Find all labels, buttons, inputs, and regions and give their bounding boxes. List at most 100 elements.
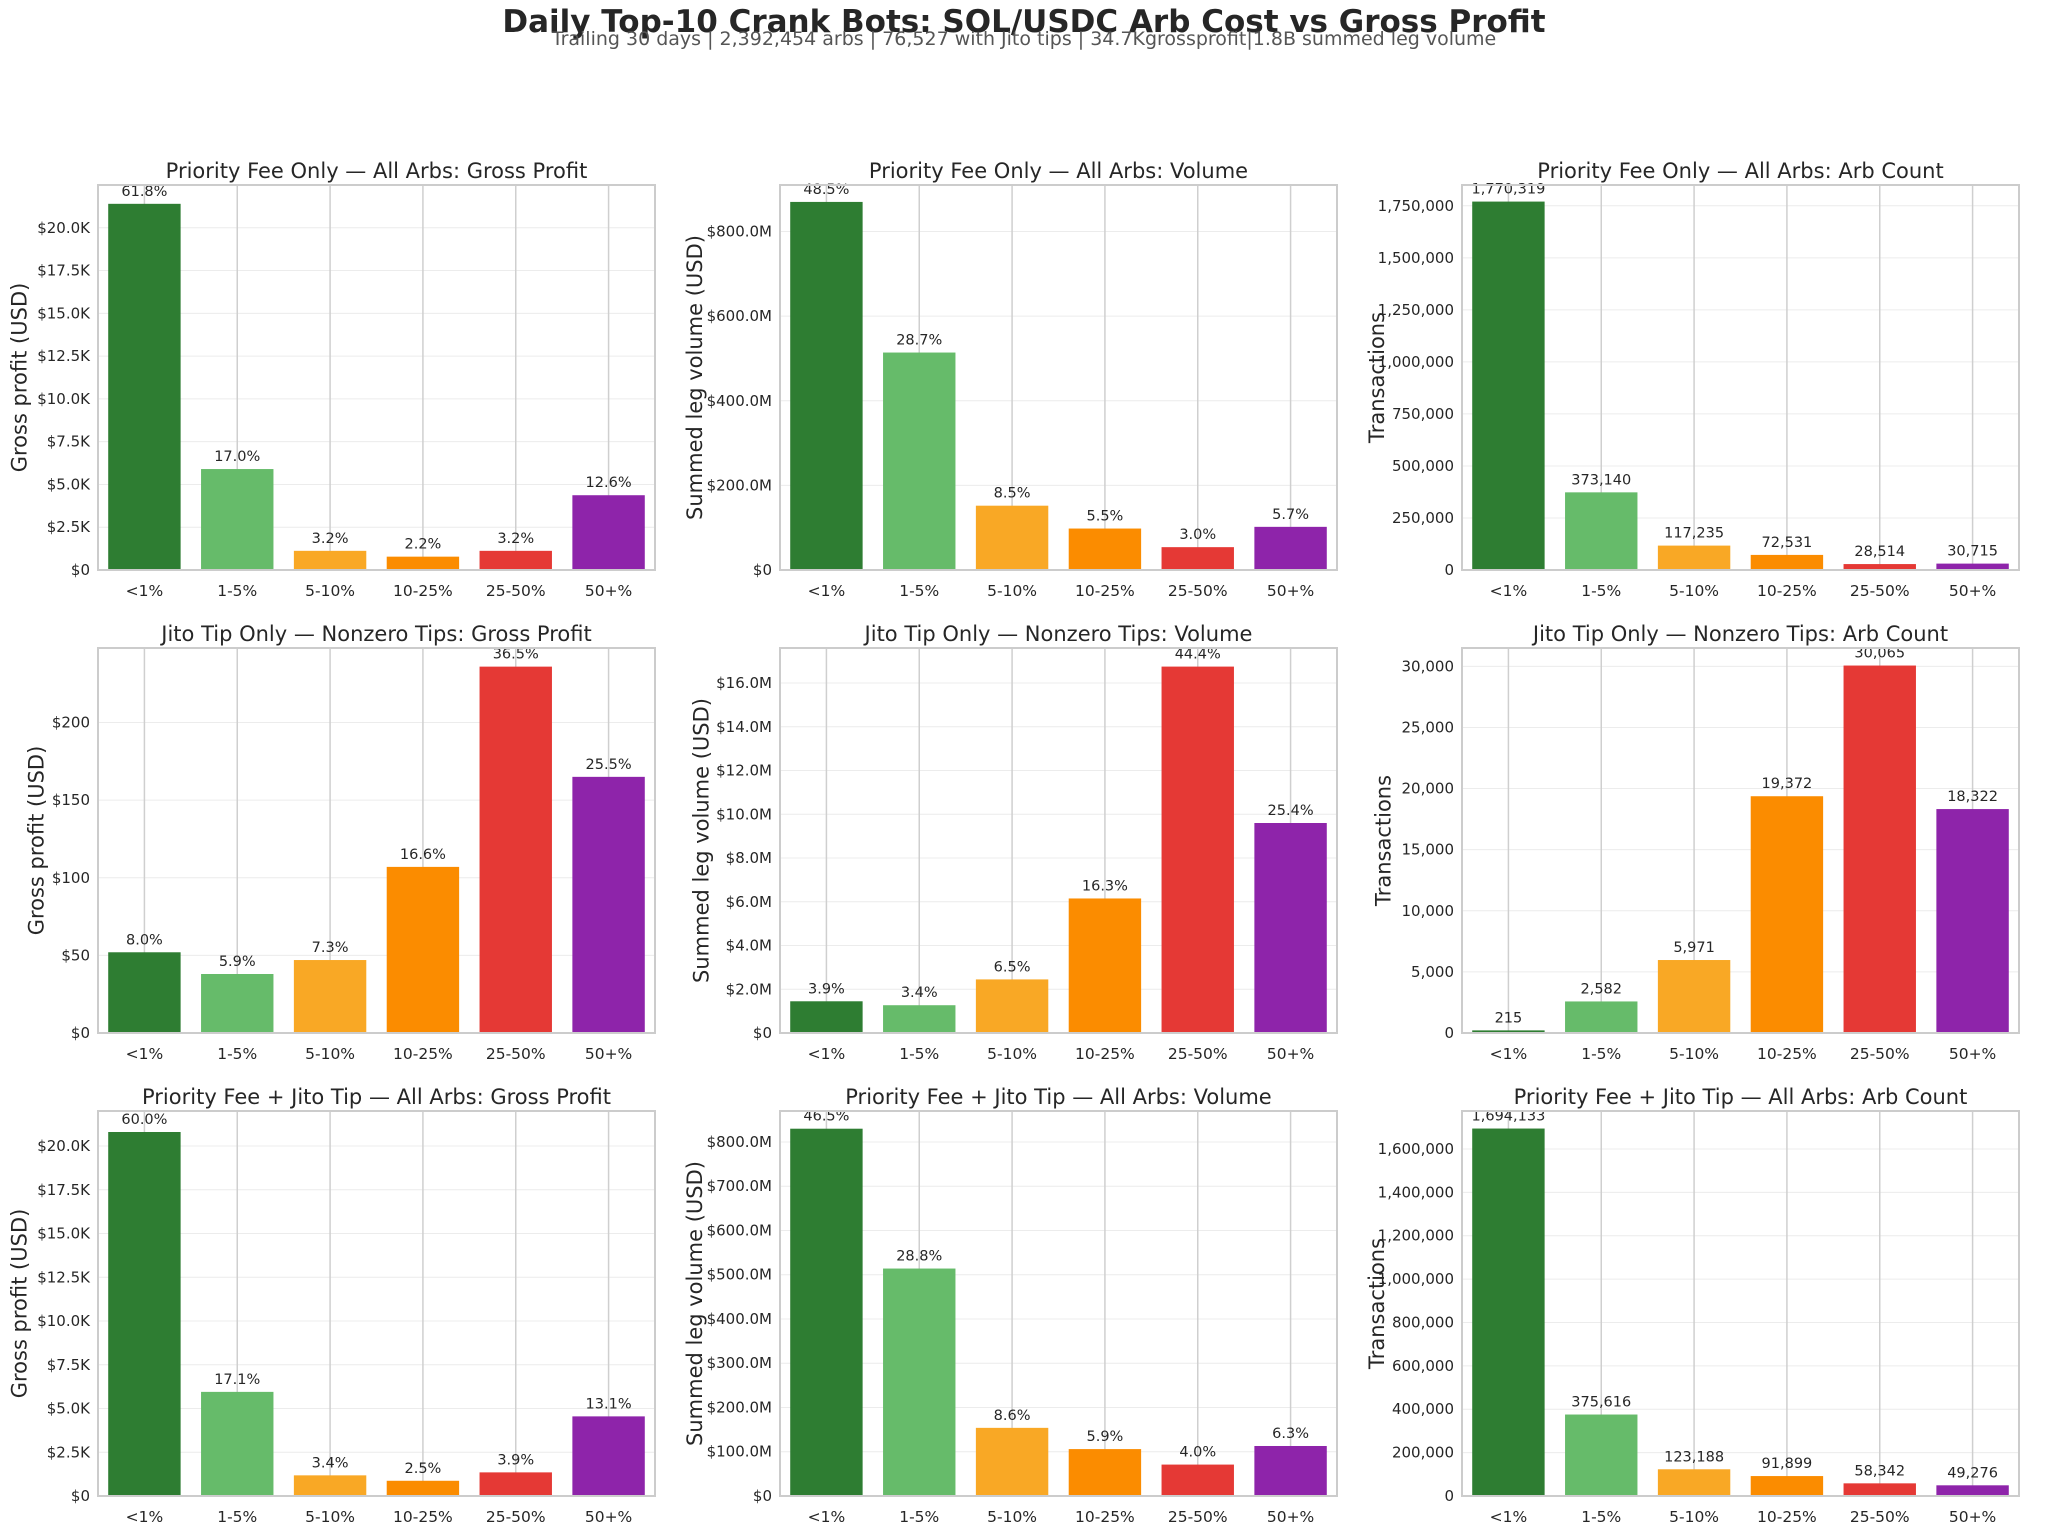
x-tick-label: 5-10% <box>305 1045 355 1063</box>
panel-5: Jito Tip Only — Nonzero Tips: Volume $0 $2… <box>682 613 1364 1077</box>
y-tick-label: 800,000 <box>1392 1313 1454 1331</box>
data-label: 16.6% <box>400 847 446 863</box>
bar-50+% <box>572 1416 645 1496</box>
panel-title: Priority Fee Only — All Arbs: Volume <box>869 159 1248 183</box>
y-tick-label: 1,000,000 <box>1378 353 1454 371</box>
bar-1-5% <box>1565 1414 1638 1496</box>
y-tick-label: 1,400,000 <box>1378 1183 1454 1201</box>
y-tick-label: $0 <box>71 1487 90 1505</box>
bar-5-10% <box>293 960 367 1033</box>
panel-title: Jito Tip Only — Nonzero Tips: Gross Prof… <box>159 622 591 646</box>
x-tick-label: 10-25% <box>393 1508 453 1526</box>
data-label: 8.6% <box>994 1408 1031 1424</box>
x-tick-label: <1% <box>808 582 846 600</box>
bar-50+% <box>1936 1485 2009 1496</box>
data-label: 1,770,319 <box>1472 182 1546 198</box>
panel-title: Priority Fee + Jito Tip — All Arbs: Volu… <box>845 1085 1271 1109</box>
x-tick-label: 1-5% <box>217 1508 257 1526</box>
y-tick-label: $20.0K <box>37 219 91 237</box>
bar-1-5% <box>1565 1001 1638 1033</box>
plot-frame <box>1461 1110 2020 1497</box>
x-tick-label: 5-10% <box>987 582 1037 600</box>
panel-title: Jito Tip Only — Nonzero Tips: Volume <box>863 622 1253 646</box>
x-tick-label: 50+% <box>585 582 632 600</box>
data-label: 5.5% <box>1086 509 1123 525</box>
bar-chart-8: Priority Fee + Jito Tip — All Arbs: Volu… <box>683 1085 1338 1526</box>
x-tick-label: 10-25% <box>1075 1045 1135 1063</box>
bar-10-25% <box>386 556 460 570</box>
panel-3: Priority Fee Only — All Arbs: Arb Count 0… <box>1364 150 2046 614</box>
data-label: 28,514 <box>1854 544 1905 560</box>
y-tick-label: $12.0M <box>716 762 772 780</box>
data-label: 25.4% <box>1268 803 1314 819</box>
bar-1-5% <box>201 1391 274 1496</box>
y-tick-label: 25,000 <box>1402 718 1455 736</box>
data-label: 2,582 <box>1580 981 1622 997</box>
y-tick-label: 1,600,000 <box>1378 1140 1454 1158</box>
data-label: 4.0% <box>1179 1445 1216 1461</box>
bar-<1% <box>790 1128 863 1496</box>
x-tick-label: 50+% <box>1949 582 1996 600</box>
y-tick-label: 15,000 <box>1402 841 1455 859</box>
bar-25-50% <box>1843 1483 1916 1496</box>
data-label: 3.2% <box>312 531 349 547</box>
bar-chart-2: Priority Fee Only — All Arbs: Volume $0 $2… <box>683 159 1338 600</box>
x-tick-label: 10-25% <box>1075 1508 1135 1526</box>
x-tick-label: 1-5% <box>217 1045 257 1063</box>
y-tick-label: 1,250,000 <box>1378 301 1454 319</box>
figure-title: Daily Top-10 Crank Bots: SOL/USDC Arb Co… <box>502 4 1546 40</box>
plot-frame <box>779 1110 1338 1497</box>
y-tick-label: 0 <box>1444 1024 1454 1042</box>
bar-chart-4: Jito Tip Only — Nonzero Tips: Gross Prof… <box>25 622 656 1063</box>
bar-1-5% <box>201 469 274 570</box>
y-tick-label: $10.0M <box>716 805 772 823</box>
x-tick-label: 5-10% <box>987 1508 1037 1526</box>
y-tick-label: $600.0M <box>707 307 772 325</box>
x-tick-label: 25-50% <box>486 1045 546 1063</box>
x-tick-label: 1-5% <box>899 582 939 600</box>
y-tick-label: $10.0K <box>37 390 91 408</box>
y-axis-label: Summed leg volume (USD) <box>689 698 713 983</box>
y-tick-label: 30,000 <box>1402 657 1455 675</box>
y-tick-label: $150 <box>52 791 90 809</box>
panel-title: Jito Tip Only — Nonzero Tips: Arb Count <box>1531 622 1948 646</box>
x-tick-label: 10-25% <box>1075 582 1135 600</box>
data-label: 72,531 <box>1762 535 1813 551</box>
y-tick-label: $5.0K <box>47 1400 91 1418</box>
x-tick-label: 10-25% <box>1757 1045 1817 1063</box>
x-tick-label: 50+% <box>1267 1045 1314 1063</box>
bar-25-50% <box>1843 564 1916 570</box>
bar-1-5% <box>1565 492 1638 570</box>
bar-chart-6: Jito Tip Only — Nonzero Tips: Arb Count 0… <box>1371 622 2020 1063</box>
y-tick-label: $50 <box>61 946 90 964</box>
y-tick-label: $400.0M <box>707 1310 772 1328</box>
x-tick-label: 50+% <box>585 1045 632 1063</box>
bar-10-25% <box>1068 528 1142 570</box>
y-tick-label: $7.5K <box>47 1356 91 1374</box>
data-label: 6.5% <box>994 959 1031 975</box>
panel-7: Priority Fee + Jito Tip — All Arbs: Gros… <box>0 1076 682 1540</box>
x-tick-label: 25-50% <box>1168 1508 1228 1526</box>
bar-1-5% <box>201 974 274 1033</box>
data-label: 3.0% <box>1179 527 1216 543</box>
data-label: 8.5% <box>994 486 1031 502</box>
bar-1-5% <box>883 1005 956 1033</box>
x-tick-label: 25-50% <box>1168 582 1228 600</box>
x-tick-label: 10-25% <box>393 582 453 600</box>
plot-frame <box>779 647 1338 1034</box>
data-label: 46.5% <box>803 1109 849 1125</box>
data-label: 6.3% <box>1272 1426 1309 1442</box>
data-label: 30,715 <box>1947 544 1998 560</box>
bar-25-50% <box>1161 1464 1234 1496</box>
bar-5-10% <box>975 1427 1049 1496</box>
bar-25-50% <box>479 1472 552 1496</box>
y-tick-label: $17.5K <box>37 262 91 280</box>
data-label: 2.5% <box>404 1461 441 1477</box>
panel-8: Priority Fee + Jito Tip — All Arbs: Volu… <box>682 1076 1364 1540</box>
y-tick-label: 20,000 <box>1402 780 1455 798</box>
bar-5-10% <box>1657 960 1731 1033</box>
y-tick-label: $16.0M <box>716 674 772 692</box>
x-tick-label: 50+% <box>1267 582 1314 600</box>
bar-50+% <box>1254 526 1327 570</box>
figure-subtitle: Trailing 30 days | 2,392,454 arbs | 76,5… <box>551 28 1497 50</box>
